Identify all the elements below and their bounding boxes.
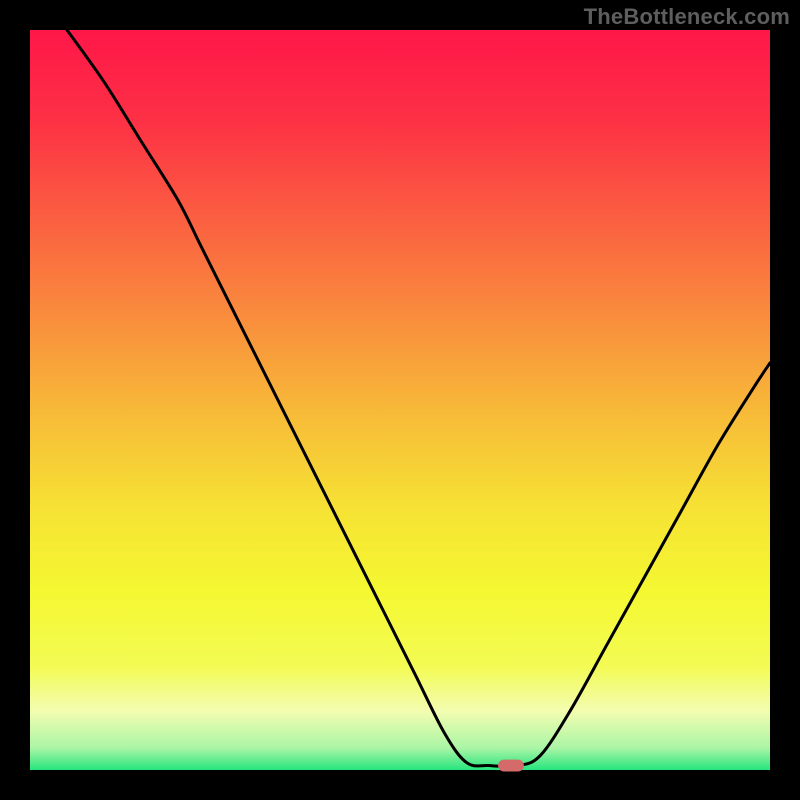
optimal-marker [498, 760, 524, 772]
chart-canvas [0, 0, 800, 800]
bottleneck-chart: TheBottleneck.com [0, 0, 800, 800]
watermark-text: TheBottleneck.com [584, 4, 790, 30]
